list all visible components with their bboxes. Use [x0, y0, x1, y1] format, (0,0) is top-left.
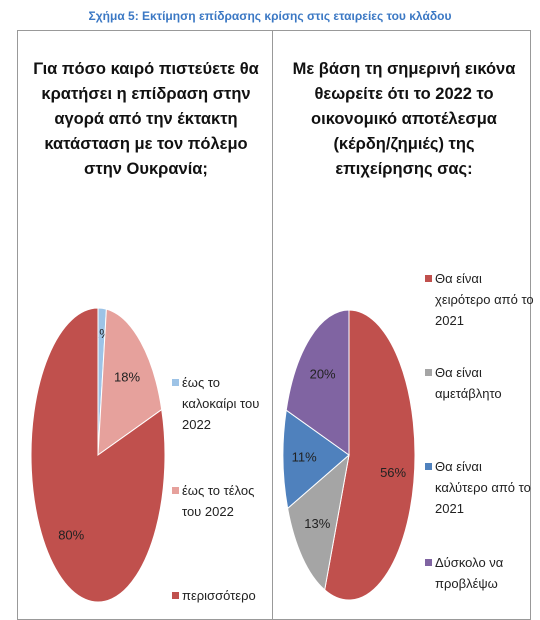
- data-label: 13%: [304, 516, 330, 531]
- chart-title: Για πόσο καιρό πιστεύετε θα κρατήσει η ε…: [33, 60, 259, 178]
- chart-title: Με βάση τη σημερινή εικόνα θεωρείτε ότι …: [292, 60, 516, 178]
- data-label: 80%: [58, 527, 84, 542]
- pie-slice: [97, 308, 163, 457]
- figure-caption: Σχήμα 5: Εκτίμηση επίδρασης κρίσης στις …: [88, 9, 452, 23]
- legend-label: Θα είναι αμετάβλητο: [435, 365, 502, 401]
- data-label: 18%: [114, 369, 140, 384]
- pie-slice: [324, 309, 416, 601]
- legend-swatch: [172, 487, 179, 494]
- legend-swatch: [172, 379, 179, 386]
- data-label: 11%: [292, 450, 317, 465]
- legend-swatch: [425, 463, 432, 470]
- legend-label: Θα είναι καλύτερο από το 2021: [435, 459, 531, 516]
- pie-slice: [287, 453, 350, 591]
- legend-label: Θα είναι χειρότερο από το 2021: [435, 271, 534, 328]
- legend-swatch: [425, 559, 432, 566]
- data-label: 20%: [310, 367, 336, 382]
- data-label: 56%: [380, 465, 406, 480]
- legend-swatch: [172, 592, 179, 599]
- pie-slice: [282, 409, 350, 510]
- legend-swatch: [425, 369, 432, 376]
- legend-label: έως το καλοκαίρι του 2022: [182, 375, 260, 432]
- pie-slice: [30, 307, 166, 603]
- legend-label: έως το τέλος του 2022: [182, 483, 255, 519]
- pie-slice: [285, 309, 350, 456]
- legend-label: περισσότερο: [182, 588, 256, 603]
- legend-label: Δύσκολο να προβλέψω: [435, 555, 504, 591]
- legend-swatch: [425, 275, 432, 282]
